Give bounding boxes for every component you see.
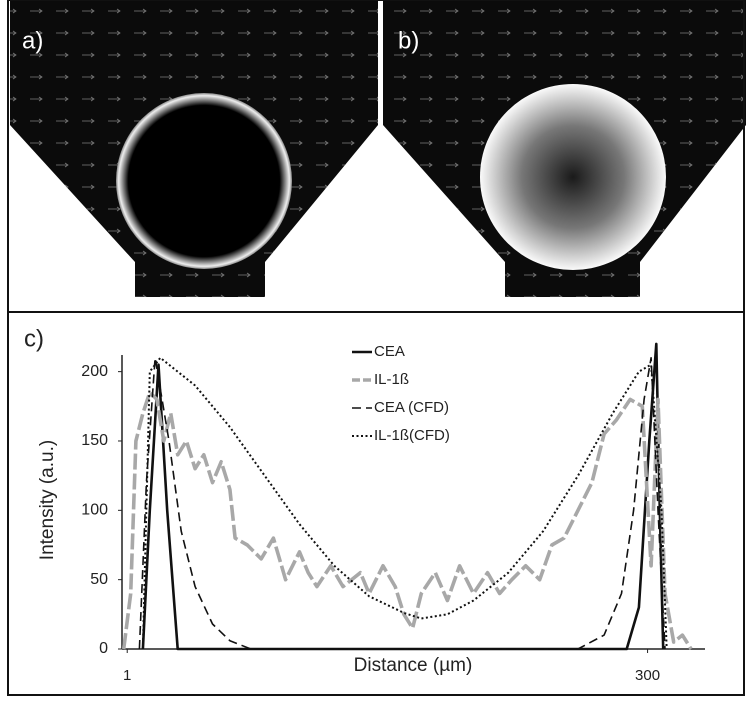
panel-a: a) (10, 0, 378, 297)
frame (7, 0, 745, 696)
x-axis-label: Distance (µm) (354, 655, 473, 676)
y-axis-label: Intensity (a.u.) (37, 440, 58, 560)
y-tick-label: 50 (90, 571, 108, 588)
panel-b: b) (383, 0, 746, 297)
x-tick-label: 1 (123, 667, 131, 684)
panel-label: b) (398, 27, 419, 54)
x-tick-label: 300 (635, 667, 660, 684)
legend-label: IL-1ß (374, 371, 409, 388)
y-tick-label: 200 (81, 363, 108, 380)
y-tick-label: 100 (81, 502, 108, 519)
series-line (121, 390, 693, 650)
series-line (141, 356, 668, 650)
legend-label: CEA (CFD) (374, 399, 449, 416)
panel-label: c) (24, 325, 44, 352)
y-tick-label: 0 (99, 640, 108, 657)
panel-label: a) (22, 27, 43, 54)
series-line (138, 357, 666, 650)
y-tick-label: 150 (81, 432, 108, 449)
legend-label: IL-1ß(CFD) (374, 427, 450, 444)
legend-label: CEA (374, 343, 405, 360)
